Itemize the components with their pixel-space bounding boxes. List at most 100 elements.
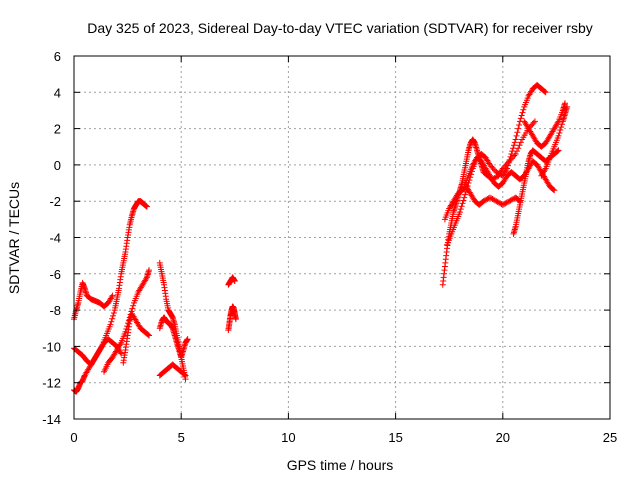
y-tick-label: 6 <box>54 49 61 64</box>
data-point <box>98 344 105 351</box>
data-point <box>461 194 468 201</box>
series-arc10 <box>225 303 239 334</box>
data-point <box>554 119 561 126</box>
data-point <box>486 161 493 168</box>
data-point <box>492 174 499 181</box>
data-point <box>531 118 538 125</box>
data-point <box>520 106 527 113</box>
data-point <box>507 153 514 160</box>
data-point <box>529 121 536 128</box>
data-point <box>490 166 497 173</box>
y-tick-label: -6 <box>49 267 61 282</box>
data-point <box>504 162 511 169</box>
data-point <box>558 124 565 131</box>
data-point <box>514 129 521 136</box>
series-arc13 <box>444 82 549 248</box>
data-point <box>495 170 502 177</box>
data-point <box>493 198 500 205</box>
data-point <box>129 305 136 312</box>
data-point <box>146 332 153 339</box>
data-point <box>507 197 514 204</box>
data-point <box>506 198 513 205</box>
data-point <box>564 103 571 110</box>
data-point <box>107 321 114 328</box>
data-point <box>561 100 568 107</box>
data-point <box>504 198 511 205</box>
series-arc15 <box>510 147 562 237</box>
data-point <box>503 199 510 206</box>
data-point <box>462 188 469 195</box>
data-point <box>143 203 150 210</box>
data-point <box>118 350 125 357</box>
data-point <box>511 139 518 146</box>
data-point <box>512 136 519 143</box>
data-point <box>184 336 191 343</box>
data-point <box>108 294 115 301</box>
x-axis-label: GPS time / hours <box>287 457 394 473</box>
chart-title: Day 325 of 2023, Sidereal Day-to-day VTE… <box>87 20 593 36</box>
series-arc4 <box>101 267 153 375</box>
data-point <box>488 163 495 170</box>
data-point <box>130 302 137 309</box>
data-point <box>541 88 548 95</box>
data-point <box>519 109 526 116</box>
x-tick-label: 0 <box>70 430 77 445</box>
x-tick-label: 10 <box>281 430 295 445</box>
data-point <box>502 200 509 207</box>
data-point <box>555 147 562 154</box>
data-point <box>460 197 467 204</box>
data-point <box>517 139 524 146</box>
y-tick-label: 4 <box>54 85 61 100</box>
data-point <box>484 196 491 203</box>
data-point <box>501 201 508 208</box>
data-point <box>481 197 488 204</box>
data-point <box>497 200 504 207</box>
data-point <box>518 112 525 119</box>
data-point <box>182 372 189 379</box>
data-point <box>145 331 152 338</box>
data-point <box>530 119 537 126</box>
data-point <box>506 156 513 163</box>
data-point <box>146 267 153 274</box>
data-point <box>109 292 116 299</box>
data-point <box>480 198 487 205</box>
y-axis-label: SDTVAR / TECUs <box>6 182 22 294</box>
data-point <box>558 121 565 128</box>
data-point <box>110 310 117 317</box>
data-point <box>458 203 465 210</box>
data-point <box>488 195 495 202</box>
y-tick-label: -2 <box>49 194 61 209</box>
y-tick-label: 0 <box>54 158 61 173</box>
data-point <box>462 191 469 198</box>
data-point <box>554 148 561 155</box>
data-point <box>550 186 557 193</box>
y-tick-label: -12 <box>42 376 61 391</box>
data-point <box>110 312 117 319</box>
data-point <box>557 127 564 134</box>
data-point <box>489 164 496 171</box>
data-point <box>541 166 548 173</box>
data-point <box>555 132 562 139</box>
data-point <box>495 199 502 206</box>
data-point <box>508 196 515 203</box>
x-tick-label: 25 <box>603 430 617 445</box>
data-point <box>464 182 471 189</box>
data-point <box>516 121 523 128</box>
series-arc17 <box>538 103 571 179</box>
data-point <box>510 142 517 149</box>
data-point <box>499 201 506 208</box>
data-point <box>122 328 129 335</box>
data-point <box>551 187 558 194</box>
data-point <box>117 341 124 348</box>
data-point <box>510 145 517 152</box>
y-tick-label: -4 <box>49 231 61 246</box>
x-tick-label: 15 <box>388 430 402 445</box>
data-point <box>490 196 497 203</box>
data-point <box>457 206 464 213</box>
data-point <box>515 125 522 132</box>
data-point <box>494 169 501 176</box>
series-arc5 <box>120 310 153 366</box>
data-point <box>108 318 115 325</box>
data-point <box>493 169 500 176</box>
data-point <box>489 196 496 203</box>
